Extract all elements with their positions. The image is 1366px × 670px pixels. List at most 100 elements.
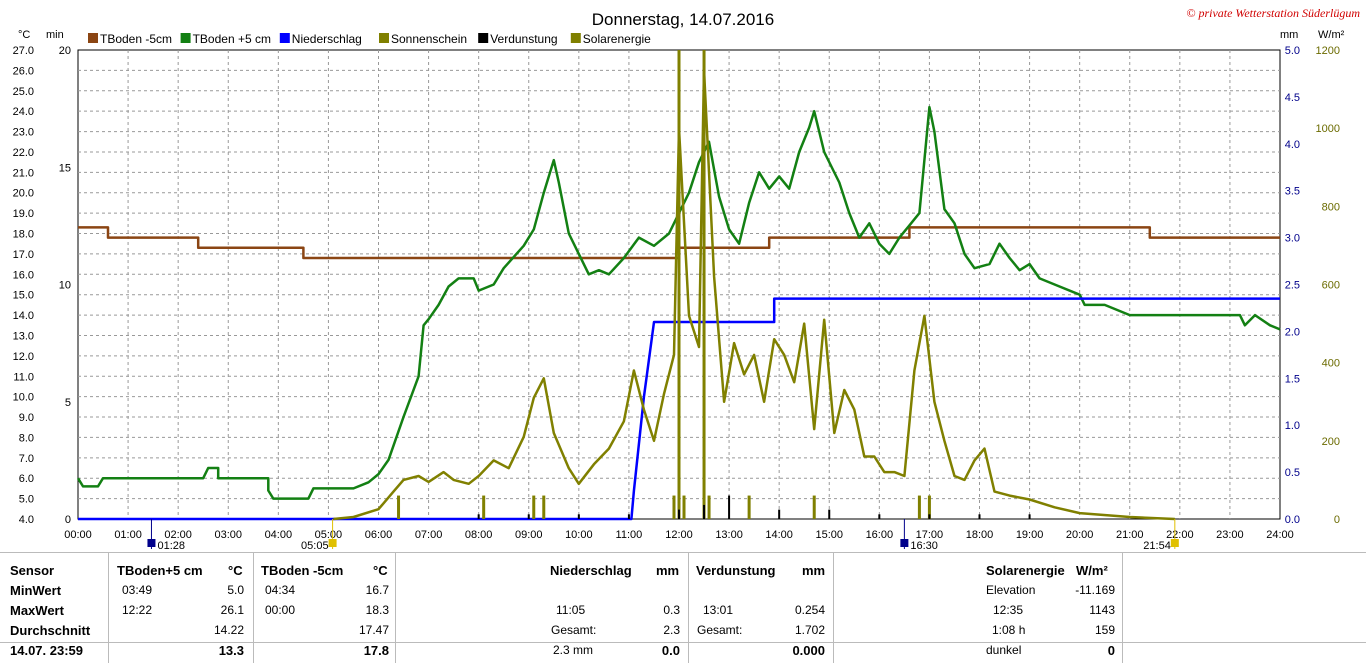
sunshine-bar [917,495,921,519]
solar-duration-val: 159 [1094,623,1115,637]
y-tick-label-c: 19.0 [13,208,34,220]
solar-header: Solarenergie [986,563,1065,578]
table-top-border [0,552,1366,553]
verd-current: 0.000 [792,643,825,658]
unit-label-min: min [46,29,64,41]
y-tick-label-mm: 4.5 [1285,92,1300,104]
x-tick-label: 16:00 [866,529,894,541]
table-divider [688,553,689,663]
x-tick-label: 13:00 [715,529,743,541]
x-tick-label: 06:00 [365,529,393,541]
verd-header: Verdunstung [696,563,776,578]
tb5-max-time: 12:22 [122,603,153,617]
tb5-min-val: 5.0 [227,583,244,597]
y-tick-label-c: 11.0 [13,371,34,383]
solar-elev-label: Elevation [986,583,1036,597]
nieder-current: 0.0 [661,643,680,658]
nieder-gesamt-val: 2.3 [663,623,680,637]
tbm5-avg: 17.47 [358,623,389,637]
copyright-text: © private Wetterstation Süderlügum [1186,6,1360,20]
table-divider [253,553,254,663]
y-tick-label-c: 6.0 [19,473,34,485]
tb5-max-val: 26.1 [220,603,244,617]
x-tick-label: 07:00 [415,529,443,541]
sunshine-bar [682,495,686,519]
y-tick-label-min: 5 [65,397,71,409]
legend-label: TBoden -5cm [100,32,172,46]
evaporation-bar [928,514,931,519]
table-row: Sensor TBoden+5 cm °C TBoden -5cm °C Nie… [0,563,1366,583]
x-tick-label: 03:00 [214,529,242,541]
y-tick-label-c: 13.0 [13,330,34,342]
solar-max-val: 1143 [1089,603,1115,617]
evaporation-bar [703,504,706,519]
maxwert-label: MaxWert [10,603,64,618]
x-tick-label: 09:00 [515,529,543,541]
y-tick-label-mm: 2.5 [1285,280,1300,292]
y-tick-label-w: 1000 [1316,123,1340,135]
table-bottom-divider [0,642,1366,643]
legend-swatch [478,33,489,43]
y-tick-label-c: 15.0 [13,290,34,302]
y-tick-label-mm: 0.0 [1285,514,1300,526]
tbm5-max-val: 18.3 [365,603,389,617]
nieder-max-time: 11:05 [556,603,586,617]
sunshine-bar [482,495,486,519]
event-time-label: 21:54 [1143,540,1171,552]
y-tick-label-mm: 1.0 [1285,420,1300,432]
chart-series [76,50,1281,521]
solar-unit: W/m² [1076,563,1108,578]
legend-swatch [570,33,581,43]
evaporation-bar [778,509,781,519]
chart-svg: 00:00 01:00 02:00 03:00 04:00 05:00 06:00 07:00… [13,6,1361,552]
y-tick-label-c: 27.0 [13,45,34,57]
legend-swatch [180,33,191,43]
verd-max-val: 0.254 [794,603,825,617]
x-tick-label: 20:00 [1066,529,1094,541]
legend-label: Solarenergie [583,32,651,46]
verd-gesamt-label: Gesamt: [697,623,743,637]
tb5-header: TBoden+5 cm [117,563,203,578]
series-line [78,297,1280,521]
x-tick-label: 01:00 [114,529,142,541]
y-tick-label-c: 8.0 [19,432,34,444]
y-tick-label-c: 9.0 [19,412,34,424]
x-tick-label: 02:00 [164,529,192,541]
x-tick-label: 23:00 [1216,529,1244,541]
y-tick-label-c: 26.0 [13,65,34,77]
tb5-current: 13.3 [218,643,244,658]
evaporation-bar [678,509,680,519]
legend-label: Niederschlag [292,32,362,46]
sunshine-bar [812,495,816,519]
evaporation-bar [878,514,881,519]
event-time-label: 05:05 [301,540,329,552]
sunshine-bar [542,495,546,519]
x-tick-label: 00:00 [64,529,92,541]
tbm5-min-time: 04:34 [265,583,296,597]
x-tick-label: 21:00 [1116,529,1144,541]
legend-label: Verdunstung [490,32,557,46]
minwert-label: MinWert [10,583,62,598]
y-tick-label-c: 22.0 [13,147,34,159]
timestamp-label: 14.07. 23:59 [10,643,84,658]
legend-swatch [88,33,98,43]
evaporation-bar [527,514,530,519]
y-tick-label-c: 16.0 [13,269,34,281]
y-tick-label-mm: 0.5 [1285,467,1300,479]
series-line [333,68,1175,521]
solar-dark-label: dunkel [986,643,1022,657]
solar-current: 0 [1107,643,1115,658]
y-tick-label-c: 21.0 [13,167,34,179]
y-tick-label-c: 14.0 [13,310,34,322]
legend-label: Sonnenschein [391,32,467,46]
y-tick-label-c: 7.0 [19,453,34,465]
x-tick-label: 19:00 [1016,529,1044,541]
x-tick-label: 11:00 [616,529,643,541]
evaporation-bar [828,509,831,519]
table-divider [1122,553,1123,663]
unit-label-mm: mm [1280,29,1298,41]
tb5-unit: °C [228,563,243,578]
solar-max-time: 12:35 [993,603,1024,617]
moonrise-icon [147,539,156,547]
unit-label-c: °C [18,29,30,41]
